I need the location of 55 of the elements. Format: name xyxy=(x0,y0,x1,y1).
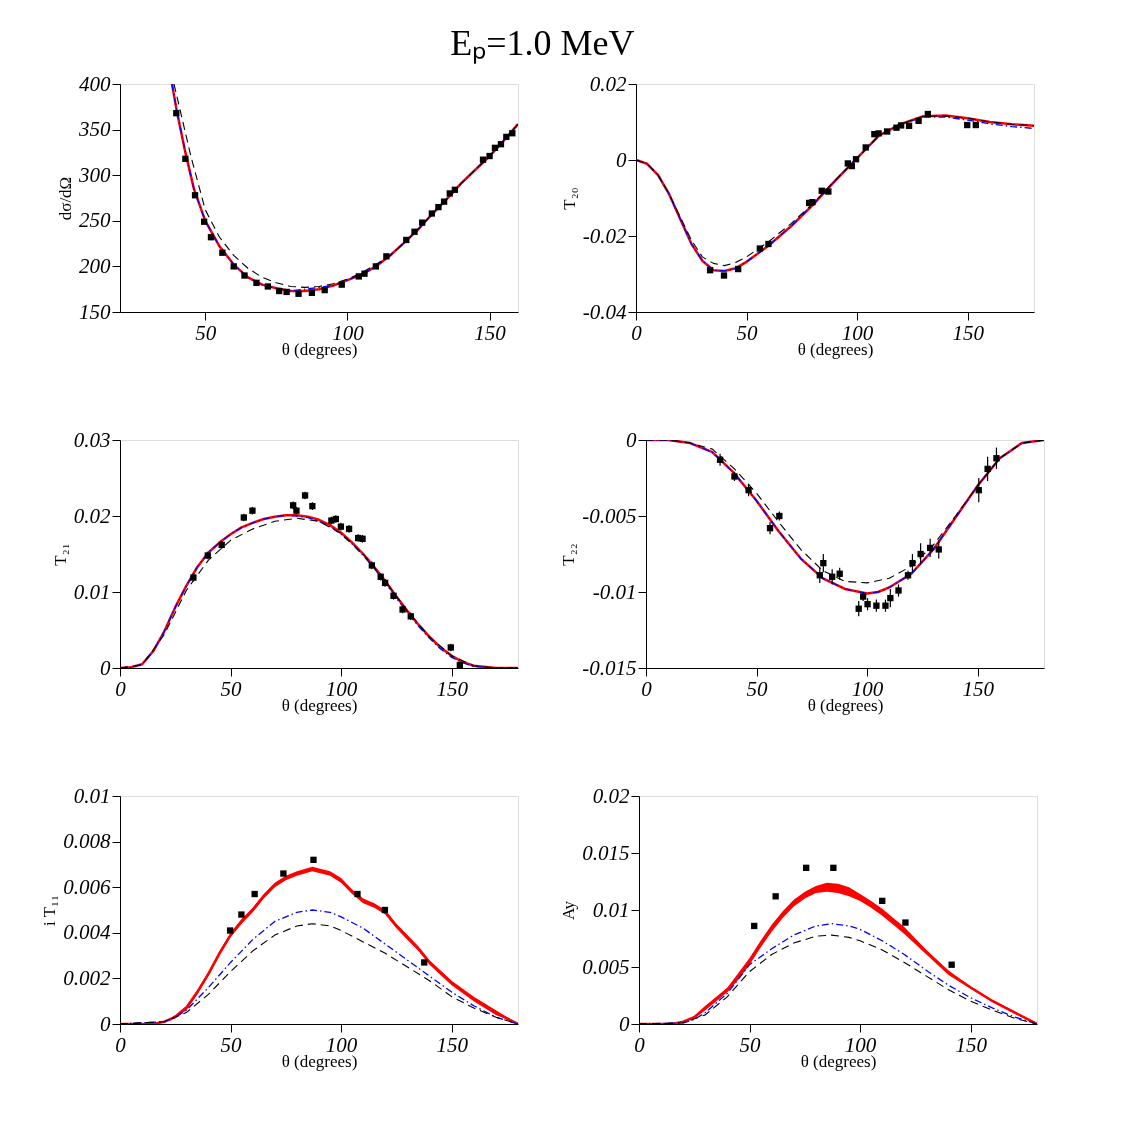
x-axis-title: θ (degrees) xyxy=(281,339,358,359)
y-tick-label: 0.01 xyxy=(73,783,111,808)
y-tick-label: 0 xyxy=(100,1011,111,1036)
y-tick-label: 0.02 xyxy=(592,783,630,808)
x-tick-label: 50 xyxy=(746,676,769,701)
y-tick-label: -0.01 xyxy=(592,579,637,604)
x-tick-label: 150 xyxy=(962,676,995,701)
y-tick-label: 0.03 xyxy=(73,427,111,452)
y-tick-label: 0 xyxy=(626,427,637,452)
y-tick-label: 0.002 xyxy=(63,965,111,990)
x-tick-label: 50 xyxy=(220,1032,243,1057)
y-tick-label: 0.01 xyxy=(73,579,111,604)
y-tick-label: 0.02 xyxy=(73,503,111,528)
y-tick-label: -0.005 xyxy=(582,503,637,528)
x-tick-label: 150 xyxy=(955,1032,988,1057)
y-tick-label: 0.004 xyxy=(63,920,111,945)
y-tick-label: 0.015 xyxy=(582,840,630,865)
x-tick-label: 150 xyxy=(436,676,469,701)
y-tick-label: -0.015 xyxy=(582,655,637,680)
x-tick-label: 150 xyxy=(952,320,985,345)
x-tick-label: 50 xyxy=(739,1032,762,1057)
x-axis-title: θ (degrees) xyxy=(797,339,874,359)
x-tick-label: 150 xyxy=(474,320,507,345)
y-axis-title: dσ/dΩ xyxy=(56,176,75,221)
y-tick-label: 0.02 xyxy=(589,71,627,96)
y-tick-label: 300 xyxy=(78,162,111,187)
y-tick-label: 0.008 xyxy=(63,829,111,854)
x-axis-title: θ (degrees) xyxy=(281,695,358,715)
y-tick-label: -0.04 xyxy=(582,299,627,324)
x-tick-label: 150 xyxy=(436,1032,469,1057)
x-axis-title: θ (degrees) xyxy=(281,1051,358,1071)
y-tick-label: 350 xyxy=(78,117,111,142)
y-tick-label: 150 xyxy=(79,299,111,324)
x-axis-title: θ (degrees) xyxy=(807,695,884,715)
y-axis-title: T₂₂ xyxy=(559,543,579,566)
y-axis-title: Ay xyxy=(559,900,579,921)
y-tick-label: 0 xyxy=(100,655,111,680)
y-tick-label: 400 xyxy=(79,71,111,96)
y-tick-label: 0.01 xyxy=(592,897,630,922)
y-axis-title: T₂₁ xyxy=(50,543,70,566)
y-tick-label: 0 xyxy=(616,147,627,172)
x-tick-label: 0 xyxy=(641,676,653,701)
y-tick-label: 200 xyxy=(79,253,111,278)
y-tick-label: 0.006 xyxy=(63,874,111,899)
y-tick-label: 0.005 xyxy=(582,954,630,979)
y-axis-title: i T₁₁ xyxy=(40,895,60,926)
y-tick-label: -0.02 xyxy=(582,223,627,248)
x-axis-title: θ (degrees) xyxy=(800,1051,877,1071)
y-tick-label: 0 xyxy=(619,1011,630,1036)
y-axis-title: T₂₀ xyxy=(559,187,579,210)
x-tick-label: 50 xyxy=(195,320,217,345)
x-tick-label: 50 xyxy=(736,320,759,345)
y-tick-label: 250 xyxy=(79,208,111,233)
x-tick-label: 50 xyxy=(220,676,243,701)
chart-title: Eₚ=1.0 MeV xyxy=(450,22,635,64)
